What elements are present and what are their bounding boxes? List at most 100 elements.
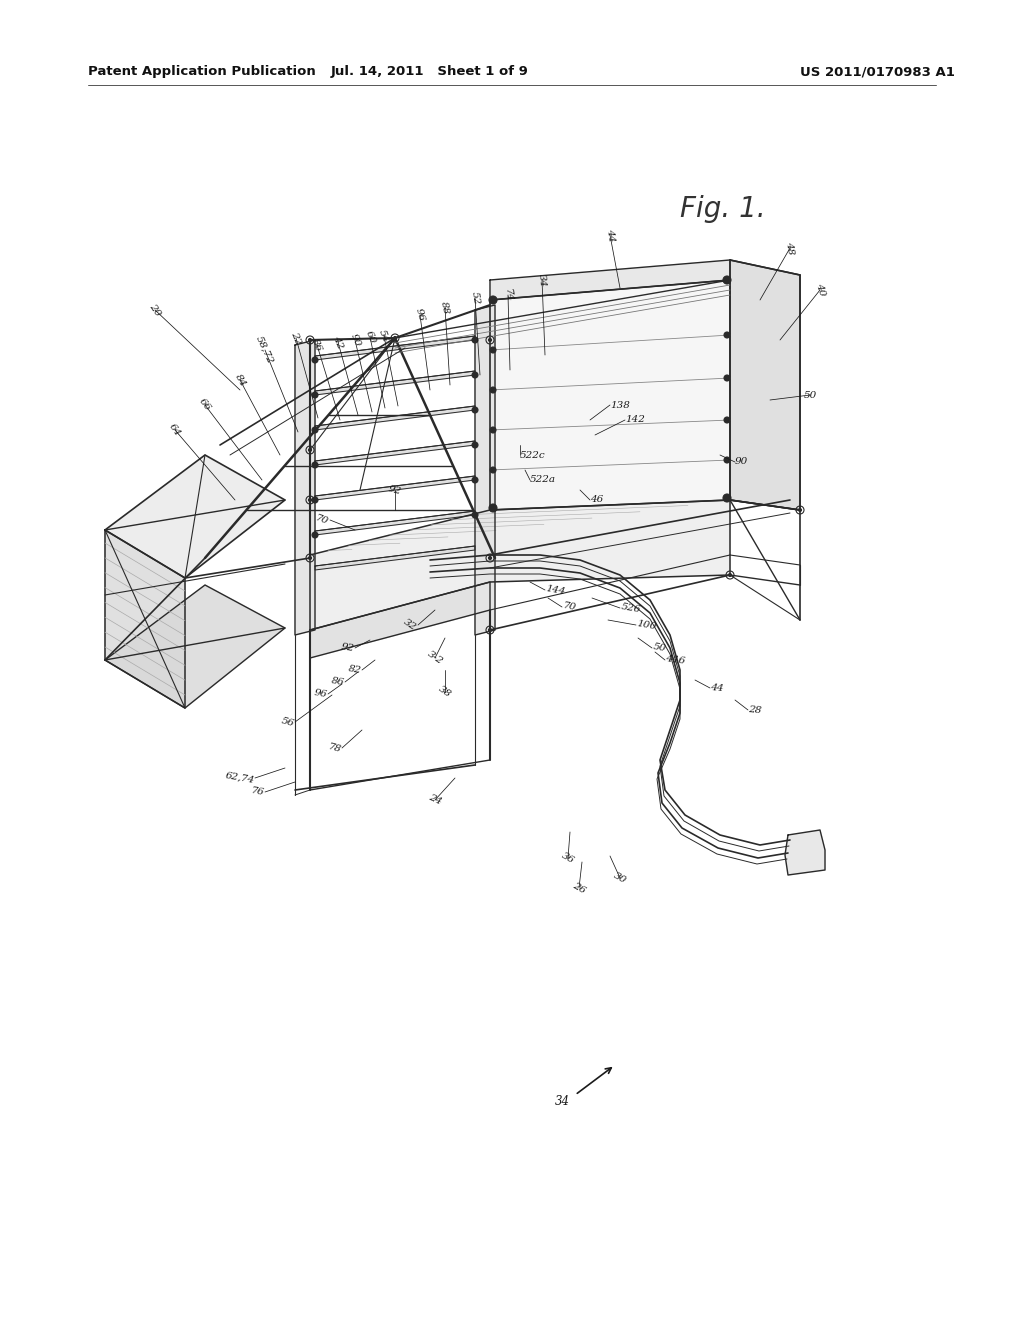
Text: 24: 24 — [427, 793, 443, 807]
Text: 90: 90 — [735, 458, 749, 466]
Circle shape — [472, 407, 478, 413]
Polygon shape — [490, 260, 730, 300]
Circle shape — [488, 628, 492, 631]
Circle shape — [723, 494, 731, 502]
Circle shape — [308, 557, 311, 560]
Circle shape — [489, 504, 497, 512]
Polygon shape — [105, 585, 285, 708]
Circle shape — [724, 457, 730, 463]
Polygon shape — [315, 441, 475, 465]
Circle shape — [312, 392, 318, 399]
Text: 100: 100 — [636, 619, 657, 631]
Text: 26: 26 — [571, 880, 587, 895]
Text: 76: 76 — [251, 787, 265, 797]
Polygon shape — [315, 546, 475, 570]
Circle shape — [799, 508, 802, 511]
Circle shape — [488, 338, 492, 342]
Circle shape — [308, 499, 311, 502]
Circle shape — [472, 372, 478, 378]
Circle shape — [490, 467, 496, 473]
Circle shape — [472, 337, 478, 343]
Text: 60: 60 — [364, 329, 377, 345]
Text: 42: 42 — [332, 334, 345, 350]
Polygon shape — [315, 371, 475, 395]
Text: 56: 56 — [280, 715, 295, 729]
Text: 138: 138 — [610, 400, 630, 409]
Polygon shape — [310, 500, 730, 630]
Text: 34: 34 — [555, 1096, 569, 1107]
Circle shape — [724, 333, 730, 338]
Circle shape — [723, 276, 731, 284]
Text: 522a: 522a — [530, 475, 556, 484]
Circle shape — [724, 375, 730, 381]
Text: 3-2: 3-2 — [426, 649, 444, 667]
Polygon shape — [315, 477, 475, 500]
Circle shape — [488, 557, 492, 560]
Text: 446: 446 — [665, 655, 686, 665]
Circle shape — [308, 338, 311, 342]
Circle shape — [490, 426, 496, 433]
Text: US 2011/0170983 A1: US 2011/0170983 A1 — [800, 66, 954, 78]
Text: 90: 90 — [348, 333, 361, 348]
Circle shape — [312, 532, 318, 539]
Text: 20: 20 — [147, 302, 163, 318]
Circle shape — [312, 462, 318, 469]
Text: 142: 142 — [625, 416, 645, 425]
Circle shape — [728, 573, 731, 577]
Text: 52: 52 — [469, 290, 480, 305]
Text: 522c: 522c — [520, 450, 546, 459]
Text: 144: 144 — [545, 583, 566, 597]
Text: 32: 32 — [402, 618, 418, 632]
Circle shape — [308, 449, 311, 451]
Text: 46: 46 — [590, 495, 603, 504]
Text: 70: 70 — [314, 513, 330, 527]
Text: 84: 84 — [232, 372, 247, 388]
Text: 54: 54 — [378, 329, 390, 343]
Circle shape — [393, 337, 396, 339]
Text: 38: 38 — [437, 685, 453, 700]
Text: 62,74: 62,74 — [224, 771, 255, 785]
Polygon shape — [730, 260, 800, 510]
Circle shape — [312, 498, 318, 503]
Circle shape — [489, 296, 497, 304]
Text: 92: 92 — [387, 484, 402, 496]
Polygon shape — [315, 407, 475, 430]
Polygon shape — [105, 455, 285, 578]
Text: 40: 40 — [814, 282, 826, 298]
Polygon shape — [295, 341, 315, 635]
Polygon shape — [475, 305, 495, 635]
Text: 44: 44 — [710, 682, 724, 693]
Polygon shape — [490, 280, 730, 510]
Circle shape — [490, 347, 496, 352]
Text: 48: 48 — [784, 240, 796, 255]
Text: 70: 70 — [562, 602, 577, 612]
Text: Fig. 1.: Fig. 1. — [680, 195, 766, 223]
Text: Patent Application Publication: Patent Application Publication — [88, 66, 315, 78]
Text: 50: 50 — [804, 391, 816, 400]
Circle shape — [490, 387, 496, 393]
Text: 92: 92 — [340, 643, 355, 653]
Polygon shape — [105, 531, 185, 708]
Text: 22: 22 — [290, 330, 303, 346]
Text: 64: 64 — [168, 422, 182, 438]
Text: 28: 28 — [748, 705, 762, 715]
Text: 86: 86 — [310, 337, 324, 352]
Text: 82: 82 — [347, 664, 362, 676]
Text: 88: 88 — [439, 301, 451, 315]
Text: 96: 96 — [313, 689, 328, 700]
Text: 44: 44 — [604, 228, 615, 242]
Polygon shape — [315, 337, 475, 360]
Polygon shape — [310, 582, 490, 657]
Polygon shape — [315, 511, 475, 535]
Text: 96: 96 — [414, 308, 426, 322]
Text: 36: 36 — [560, 851, 575, 865]
Text: 50: 50 — [652, 643, 667, 653]
Circle shape — [724, 417, 730, 422]
Circle shape — [312, 356, 318, 363]
Text: 30: 30 — [612, 871, 628, 886]
Text: 526: 526 — [620, 602, 641, 614]
Text: Jul. 14, 2011   Sheet 1 of 9: Jul. 14, 2011 Sheet 1 of 9 — [331, 66, 529, 78]
Text: 34: 34 — [537, 273, 547, 286]
Circle shape — [312, 426, 318, 433]
Text: 78: 78 — [327, 742, 342, 754]
